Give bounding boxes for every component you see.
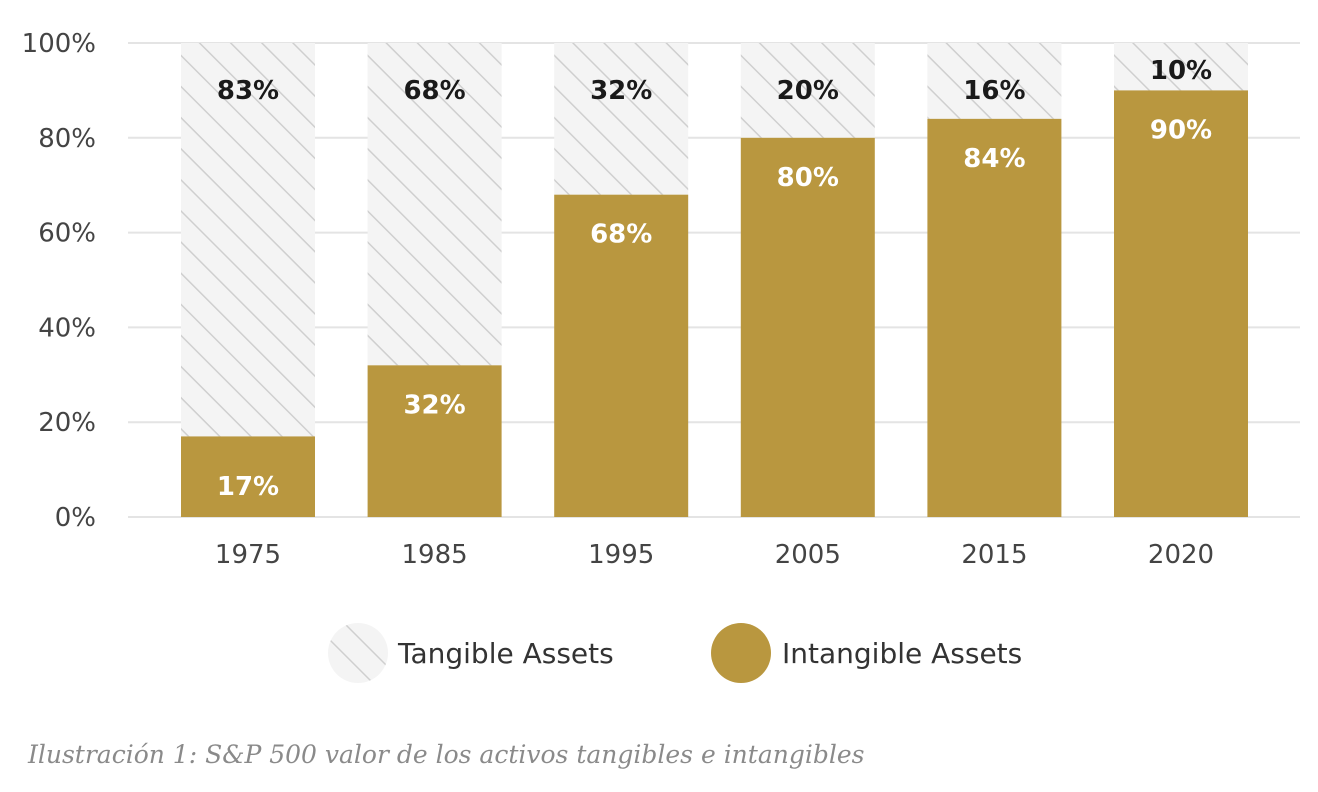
y-axis-ticks: 0% 20% 40% 60% 80% 100% bbox=[22, 29, 96, 533]
bar-tangible-1995 bbox=[554, 43, 689, 195]
bars: 83% 17% 68% 32% 32% 68% 20% 80% 16% 84% 10% 90% bbox=[181, 43, 1248, 518]
bar-intangible-1985 bbox=[367, 365, 502, 517]
label-intangible-1985: 32% bbox=[403, 390, 465, 420]
label-intangible-2015: 84% bbox=[963, 144, 1025, 174]
legend-label-intangible: Intangible Assets bbox=[782, 637, 1022, 670]
legend-swatch-intangible bbox=[711, 623, 771, 683]
bar-tangible-2015 bbox=[927, 43, 1062, 119]
label-tangible-2020: 10% bbox=[1150, 56, 1212, 86]
x-tick-label: 1985 bbox=[402, 540, 468, 570]
label-tangible-1985: 68% bbox=[403, 76, 465, 106]
y-tick-label: 40% bbox=[38, 313, 96, 343]
bar-tangible-1975 bbox=[181, 43, 315, 437]
bar-intangible-1995 bbox=[554, 194, 689, 517]
grid-lines bbox=[128, 42, 1300, 518]
bar-intangible-1975 bbox=[181, 436, 315, 517]
y-tick-label: 100% bbox=[22, 29, 96, 59]
legend-swatch-tangible bbox=[328, 623, 388, 683]
x-tick-label: 2020 bbox=[1148, 540, 1214, 570]
label-intangible-2005: 80% bbox=[777, 163, 839, 193]
y-tick-label: 80% bbox=[38, 124, 96, 154]
figure-caption: Ilustración 1: S&P 500 valor de los acti… bbox=[28, 740, 865, 769]
bar-intangible-2005 bbox=[740, 137, 875, 518]
x-tick-label: 2015 bbox=[961, 540, 1027, 570]
x-tick-label: 1995 bbox=[588, 540, 654, 570]
bar-intangible-2015 bbox=[927, 118, 1062, 517]
x-tick-label: 2005 bbox=[775, 540, 841, 570]
label-tangible-1975: 83% bbox=[217, 76, 279, 106]
x-tick-label: 1975 bbox=[215, 540, 281, 570]
label-intangible-1975: 17% bbox=[217, 472, 279, 502]
bar-tangible-2005 bbox=[740, 43, 875, 138]
bar-tangible-2020 bbox=[1114, 43, 1248, 91]
label-intangible-1995: 68% bbox=[590, 220, 652, 250]
x-axis-ticks: 1975 1985 1995 2005 2015 2020 bbox=[215, 540, 1214, 570]
legend: Tangible Assets Intangible Assets bbox=[328, 623, 1022, 683]
bar-tangible-1985 bbox=[367, 43, 502, 366]
y-tick-label: 20% bbox=[38, 408, 96, 438]
label-tangible-2015: 16% bbox=[963, 76, 1025, 106]
bar-intangible-2020 bbox=[1114, 90, 1248, 518]
label-tangible-1995: 32% bbox=[590, 76, 652, 106]
label-tangible-2005: 20% bbox=[777, 76, 839, 106]
legend-label-tangible: Tangible Assets bbox=[397, 637, 614, 670]
label-intangible-2020: 90% bbox=[1150, 115, 1212, 145]
y-tick-label: 0% bbox=[55, 503, 96, 533]
y-tick-label: 60% bbox=[38, 219, 96, 249]
